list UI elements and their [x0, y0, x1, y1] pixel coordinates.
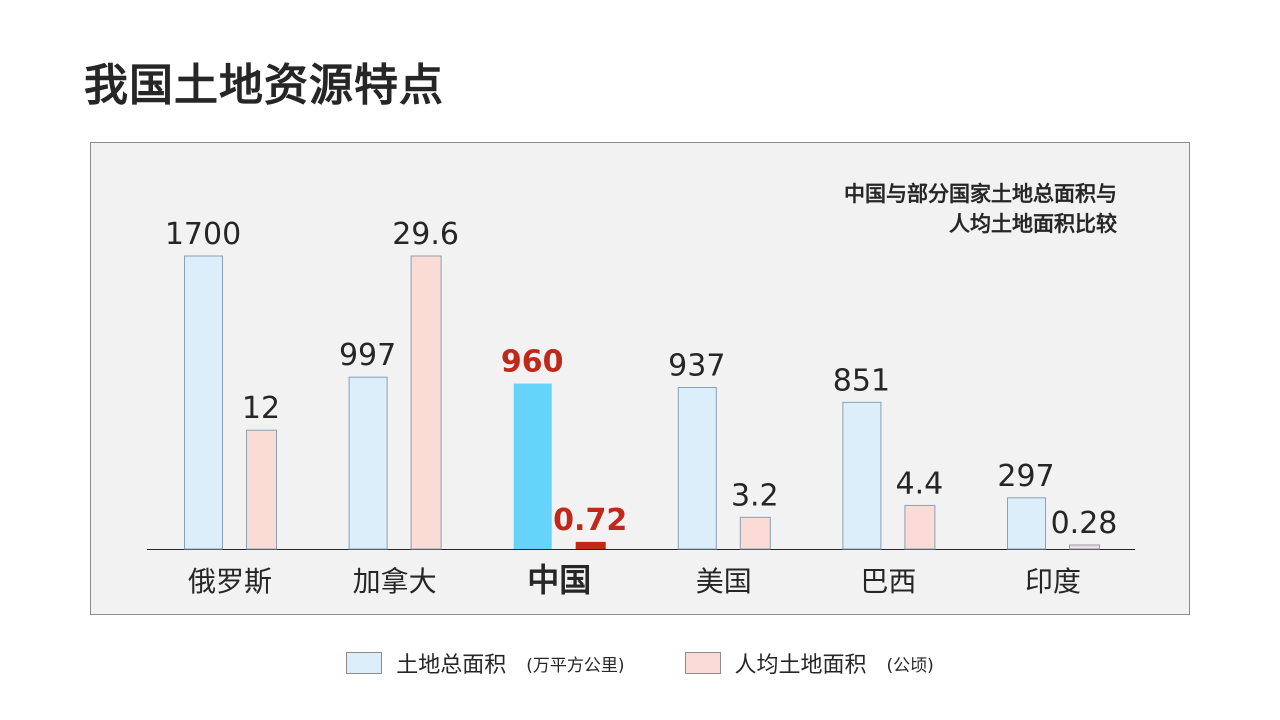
bar-total-area-4: [842, 401, 882, 550]
data-label-per-capita-3: 3.2: [731, 478, 779, 513]
data-label-total-area-3: 937: [668, 349, 725, 384]
bar-per-capita-3: [739, 516, 771, 550]
legend-item-per-capita: 人均土地面积 (公顷): [684, 647, 934, 679]
legend-swatch-blue-icon: [346, 652, 383, 674]
legend-unit-total-area: (万平方公里): [526, 655, 625, 676]
legend-item-total-area: 土地总面积 (万平方公里): [346, 647, 625, 679]
legend-swatch-pink-icon: [684, 652, 721, 674]
bar-total-area-5: [1007, 497, 1046, 550]
category-label-1: 加拿大: [353, 565, 437, 598]
bar-per-capita-2: [575, 541, 606, 549]
data-label-per-capita-2: 0.72: [553, 503, 627, 538]
chart-title-line-1: 中国与部分国家土地总面积与: [844, 182, 1117, 206]
data-label-total-area-4: 851: [833, 363, 890, 398]
category-label-0: 俄罗斯: [188, 565, 272, 598]
page-title: 我国土地资源特点: [84, 60, 444, 111]
bar-per-capita-4: [904, 504, 936, 550]
data-label-total-area-1: 997: [339, 338, 396, 373]
category-label-3: 美国: [696, 565, 752, 598]
bar-chart: 1700 12 俄罗斯 997 29.6 加拿大 960 0.72 中国 937 3.2 美国 851 4…: [147, 217, 1135, 599]
bar-per-capita-5: [1069, 544, 1100, 550]
bar-per-capita-0: [246, 429, 277, 550]
chart-title: 中国与部分国家土地总面积与 人均土地面积比较: [844, 179, 1117, 239]
data-label-per-capita-1: 29.6: [392, 217, 459, 252]
chart-panel: 1700 12 俄罗斯 997 29.6 加拿大 960 0.72 中国 937 3.2 美国 851 4…: [90, 142, 1190, 615]
category-label-4: 巴西: [860, 565, 916, 598]
chart-legend: 土地总面积 (万平方公里) 人均土地面积 (公顷): [0, 646, 1280, 680]
bar-total-area-1: [348, 376, 388, 550]
data-label-total-area-2: 960: [501, 345, 564, 380]
chart-title-line-2: 人均土地面积比较: [949, 212, 1117, 236]
data-label-per-capita-4: 4.4: [896, 466, 944, 501]
legend-label-per-capita: 人均土地面积: [734, 653, 867, 678]
data-label-per-capita-5: 0.28: [1051, 506, 1118, 541]
bar-per-capita-1: [410, 255, 442, 550]
data-label-per-capita-0: 12: [242, 391, 280, 426]
data-label-total-area-5: 297: [997, 459, 1054, 494]
bar-total-area-3: [677, 387, 717, 550]
legend-unit-per-capita: (公顷): [886, 655, 934, 676]
bar-total-area-2: [513, 383, 552, 549]
category-label-5: 印度: [1025, 565, 1081, 598]
bar-total-area-0: [184, 255, 223, 550]
category-label-2: 中国: [527, 561, 591, 599]
legend-label-total-area: 土地总面积: [396, 653, 507, 678]
data-label-total-area-0: 1700: [165, 217, 241, 252]
